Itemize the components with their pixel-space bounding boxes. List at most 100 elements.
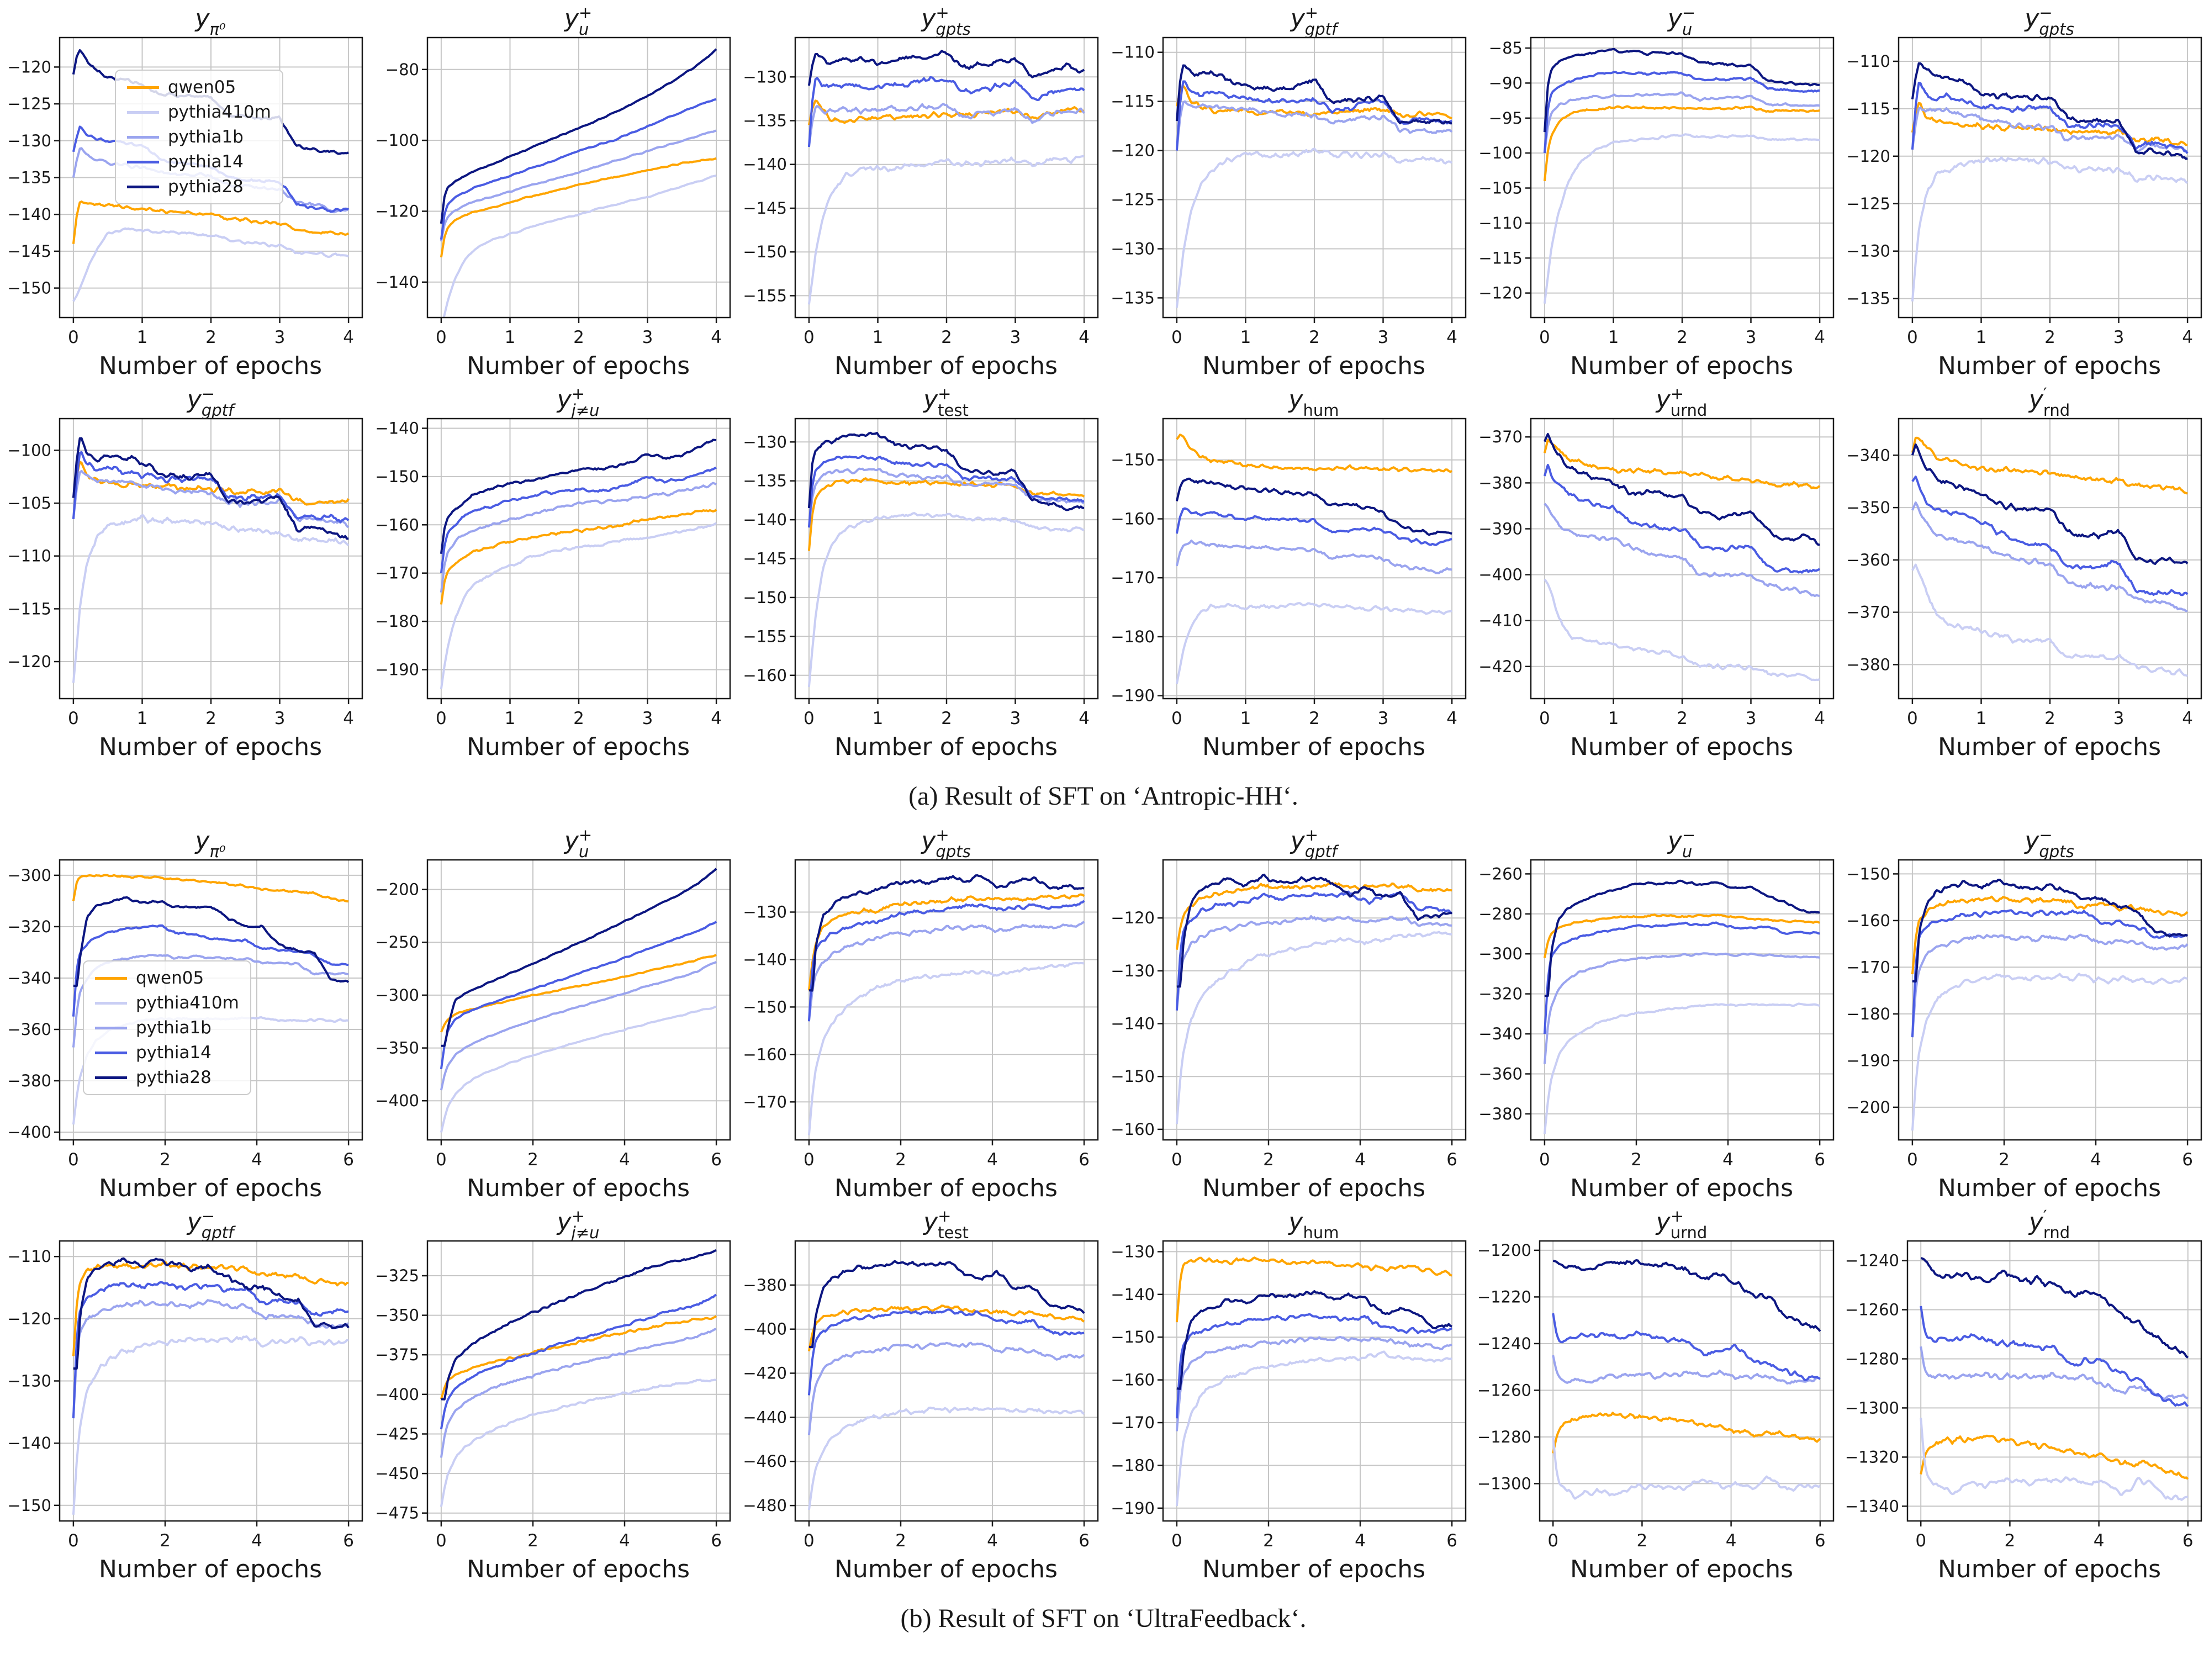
tick-label-x: 2: [1309, 327, 1320, 347]
tick-label-y: −1280: [1845, 1350, 1899, 1369]
legend-label: pythia1b: [136, 1018, 212, 1038]
legend-line-swatch: [127, 185, 159, 188]
series-line-pythia28: [1175, 477, 1452, 536]
series-line-qwen05: [1911, 895, 2189, 975]
tick-label-x: 6: [1079, 1150, 1090, 1170]
series-line-pythia14: [1920, 1306, 2189, 1407]
title-subsup: ′ rnd: [2043, 1207, 2070, 1242]
tick-label-y: −130: [7, 1372, 51, 1391]
series-line-pythia14: [807, 76, 1085, 147]
series-line-pythia1b: [1175, 100, 1453, 151]
axes-box: [1898, 418, 2202, 700]
section-a: y π⁰ −120 −125 −130 −135 −140 −145 −150 0 1 2 3 4 N…: [0, 4, 2209, 811]
tick-label-y: −1260: [1845, 1301, 1899, 1319]
chart-plot: −325 −350 −375 −400 −425 −450 −475 0 2 4 6: [375, 1240, 731, 1551]
series-line-pythia28: [1911, 443, 2189, 565]
legend-item-pythia1b: pythia1b: [95, 1018, 239, 1038]
tick-label-x: 4: [619, 1150, 630, 1170]
tick-label-y: −150: [7, 1496, 51, 1515]
tick-label-x: 6: [1814, 1150, 1825, 1170]
axes-box: [1162, 1240, 1467, 1522]
tick-label-y: −300: [375, 986, 419, 1005]
tick-label-y: −135: [1111, 288, 1155, 307]
tick-label-x: 1: [873, 709, 884, 728]
title-base: y: [564, 4, 579, 33]
series-line-pythia410m: [442, 175, 717, 318]
series-line-pythia14: [1543, 921, 1820, 1034]
legend-label: pythia410m: [168, 102, 271, 122]
chart-title: y + urnd: [1471, 1208, 1839, 1240]
tick-label-y: −140: [375, 419, 419, 438]
title-base: y: [921, 4, 936, 33]
series-line-pythia410m: [440, 1005, 717, 1133]
chart-title: y + gpts: [736, 827, 1103, 859]
tick-label-y: −475: [375, 1504, 419, 1523]
chart-plot: −130 −140 −150 −160 −170 −180 −190 0 2 4 6: [1111, 1240, 1467, 1551]
series-line-pythia28: [1176, 873, 1452, 988]
x-axis-label: Number of epochs: [1937, 1174, 2162, 1202]
title-subsup: hum: [1303, 400, 1339, 420]
chart-title: y − gpts: [1839, 827, 2207, 859]
tick-label-x: 2: [2005, 1531, 2016, 1551]
chart-title: y − gptf: [0, 1208, 368, 1240]
chart-b-u-minus: y − u −260 −280 −300 −320 −340 −360 −380 0 2 4 6 Num…: [1471, 827, 1839, 1208]
tick-label-y: −440: [743, 1408, 787, 1427]
series-line-pythia1b: [1911, 106, 2188, 153]
series-line-pythia28: [1544, 433, 1820, 546]
x-axis-label: Number of epochs: [1937, 733, 2162, 761]
tick-label-y: −460: [743, 1452, 787, 1471]
tick-label-x: 0: [804, 1150, 815, 1170]
series-line-qwen05: [807, 477, 1085, 551]
tick-label-y: −1240: [1477, 1334, 1531, 1353]
chart-plot: −150 −160 −170 −180 −190 −200 0 2 4 6: [1846, 859, 2202, 1170]
tick-label-x: 4: [1722, 1150, 1734, 1170]
axes-box: [1162, 36, 1467, 319]
legend-item-qwen05: qwen05: [127, 77, 271, 97]
tick-label-y: −340: [7, 969, 51, 987]
series-line-pythia28: [1920, 1257, 2189, 1359]
tick-label-y: −150: [1111, 1067, 1155, 1086]
tick-label-y: −150: [1111, 1328, 1155, 1346]
series-line-qwen05: [807, 893, 1085, 991]
series-line-qwen05: [1543, 913, 1821, 958]
tick-label-y: −1340: [1845, 1497, 1899, 1515]
series-line-qwen05: [1920, 1434, 2189, 1480]
tick-label-y: −370: [1846, 603, 1890, 622]
tick-label-y: −150: [1846, 864, 1890, 883]
tick-label-y: −300: [1478, 944, 1523, 963]
chart-a-jnequ-plus: y + j≠u −140 −150 −160 −170 −180 −190 0 1 2 3 4 Numb…: [368, 385, 736, 767]
series-line-qwen05: [1911, 436, 2188, 495]
series-line-pythia410m: [1175, 931, 1452, 1124]
series-line-pythia28: [808, 1260, 1085, 1349]
chart-plot: −150 −160 −170 −180 −190 0 1 2 3 4: [1111, 418, 1467, 728]
tick-label-y: −115: [7, 599, 51, 618]
tick-label-y: −380: [743, 1276, 787, 1295]
chart-title: y ′ rnd: [1839, 1207, 2207, 1242]
series-line-pythia1b: [807, 103, 1085, 147]
x-axis-label: Number of epochs: [466, 1174, 690, 1202]
tick-label-y: −160: [1111, 510, 1155, 529]
series-line-pythia14: [1175, 80, 1452, 151]
tick-label-y: −170: [1111, 1413, 1155, 1432]
tick-label-y: −120: [1111, 908, 1155, 927]
series-line-pythia28: [1544, 879, 1820, 997]
tick-label-x: 4: [987, 1150, 998, 1170]
tick-label-y: −200: [375, 880, 419, 899]
tick-label-y: −300: [7, 866, 51, 885]
tick-label-x: 3: [2113, 327, 2125, 347]
tick-label-x: 0: [436, 1531, 447, 1551]
series-line-pythia410m: [807, 961, 1085, 1135]
tick-label-y: −145: [7, 242, 51, 261]
title-base: y: [1290, 827, 1305, 855]
tick-label-y: −115: [1111, 92, 1155, 111]
tick-label-x: 0: [1171, 1150, 1182, 1170]
tick-label-y: −350: [375, 1039, 419, 1058]
tick-label-y: −135: [7, 168, 51, 187]
x-axis-label: Number of epochs: [1202, 1174, 1426, 1202]
tick-label-x: 4: [2094, 1531, 2105, 1551]
tick-label-x: 1: [873, 327, 884, 347]
tick-label-x: 4: [343, 709, 354, 728]
legend-item-pythia14: pythia14: [95, 1043, 239, 1063]
series-line-pythia28: [1543, 47, 1820, 133]
tick-label-y: −360: [7, 1020, 51, 1039]
